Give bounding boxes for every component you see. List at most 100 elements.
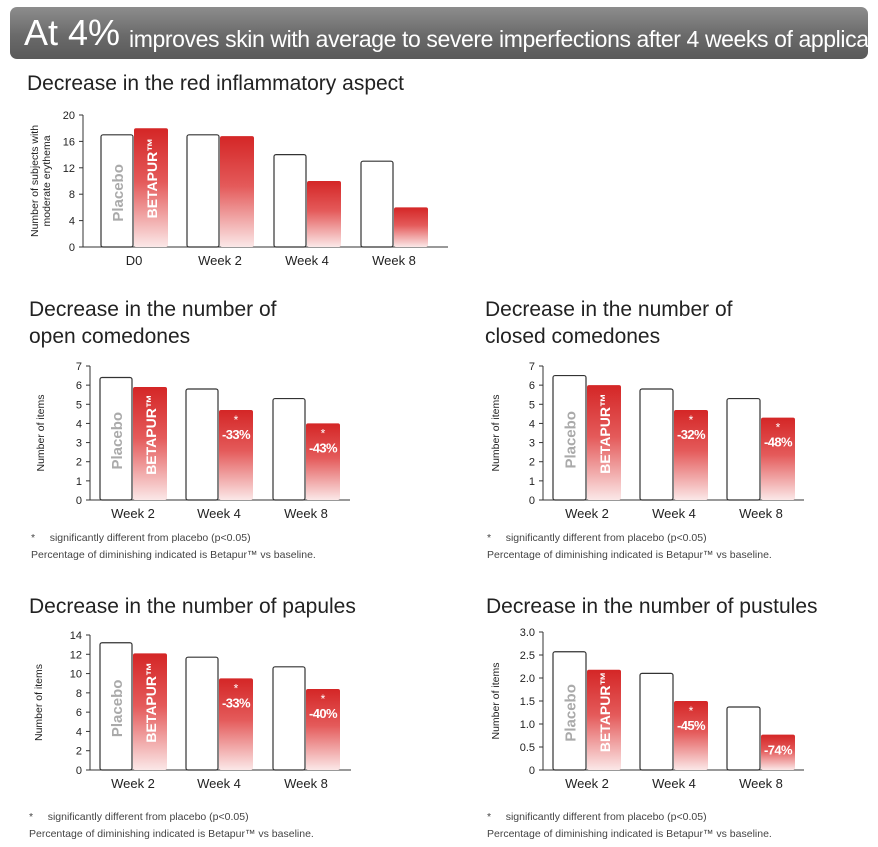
y-axis-label: Number of items xyxy=(490,394,502,471)
series-label-betapur: BETAPUR™ xyxy=(143,394,159,475)
y-tick-label: 8 xyxy=(69,189,75,201)
x-tick-label: Week 4 xyxy=(197,776,241,791)
header-banner: At 4% improves skin with average to seve… xyxy=(10,7,878,59)
x-tick-label: Week 8 xyxy=(284,506,328,521)
y-tick-label: 14 xyxy=(70,630,82,642)
footnote-significance: significantly different from placebo (p<… xyxy=(47,811,249,823)
x-tick-label: Week 2 xyxy=(198,253,242,268)
chart-title-closed-comedones: Decrease in the number of closed comedon… xyxy=(485,296,732,350)
y-tick-label: 2 xyxy=(76,746,82,758)
bar-betapur xyxy=(306,689,340,770)
footnote-percentage: Percentage of diminishing indicated is B… xyxy=(31,549,316,561)
title-line-2: closed comedones xyxy=(485,325,661,348)
footnote-significance: significantly different from placebo (p<… xyxy=(49,532,251,544)
footnote-star: * xyxy=(31,532,36,544)
y-tick-label: 2 xyxy=(529,457,535,469)
percent-change-label: -40% xyxy=(309,706,338,721)
y-tick-label: 7 xyxy=(76,361,82,373)
footnote-star: * xyxy=(29,811,34,823)
bar-placebo xyxy=(272,666,306,771)
y-tick-label: 3.0 xyxy=(520,627,535,639)
y-axis-label-line: moderate erythema xyxy=(41,135,53,226)
bar-placebo xyxy=(639,672,674,771)
x-tick-label: Week 4 xyxy=(197,506,241,521)
title-line-2: open comedones xyxy=(29,325,191,348)
footnote-significance-row: * significantly different from placebo (… xyxy=(31,530,316,547)
footnote-percentage: Percentage of diminishing indicated is B… xyxy=(29,828,314,840)
series-label-betapur: BETAPUR™ xyxy=(597,393,613,474)
y-tick-label: 0 xyxy=(529,765,535,777)
y-tick-label: 1.0 xyxy=(520,719,535,731)
y-tick-label: 6 xyxy=(529,380,535,392)
y-tick-label: 2.0 xyxy=(520,673,535,685)
series-label-betapur: BETAPUR™ xyxy=(143,662,159,743)
y-tick-label: 2.5 xyxy=(520,650,535,662)
title-line-1: Decrease in the number of xyxy=(485,298,733,321)
bar-placebo xyxy=(639,388,674,501)
series-label-betapur: BETAPUR™ xyxy=(144,138,160,219)
y-tick-label: 4 xyxy=(69,216,75,228)
percent-change-label: -32% xyxy=(677,427,706,442)
series-label-placebo: Placebo xyxy=(109,412,126,470)
series-label-placebo: Placebo xyxy=(109,680,126,738)
y-tick-label: 0 xyxy=(76,495,82,507)
bar-betapur xyxy=(587,385,621,500)
footnote-significance-row: * significantly different from placebo (… xyxy=(487,809,772,826)
footnote-significance-row: * significantly different from placebo (… xyxy=(487,530,772,547)
y-tick-label: 8 xyxy=(76,688,82,700)
y-tick-label: 0 xyxy=(69,242,75,254)
y-axis-label: Number of items xyxy=(33,664,45,741)
bar-placebo xyxy=(552,374,587,501)
bar-placebo xyxy=(185,388,219,501)
x-tick-label: Week 4 xyxy=(652,506,696,521)
bar-betapur xyxy=(133,387,167,500)
header-strength: At 4% xyxy=(24,12,121,53)
bar-placebo xyxy=(272,397,306,501)
chart-title-open-comedones: Decrease in the number of open comedones xyxy=(29,296,276,350)
x-tick-label: Week 2 xyxy=(111,776,155,791)
bar-betapur xyxy=(219,410,253,500)
y-tick-label: 6 xyxy=(76,380,82,392)
bar-placebo xyxy=(99,642,133,771)
footnote-papules: * significantly different from placebo (… xyxy=(29,809,314,843)
y-tick-label: 1 xyxy=(529,476,535,488)
footnote-open-comedones: * significantly different from placebo (… xyxy=(31,530,316,564)
bar-betapur xyxy=(219,678,253,770)
y-tick-label: 5 xyxy=(76,399,82,411)
chart-title-papules: Decrease in the number of papules xyxy=(29,595,356,618)
bar-betapur xyxy=(307,181,341,247)
bar-betapur xyxy=(133,653,167,770)
chart-title-pustules: Decrease in the number of pustules xyxy=(486,595,818,618)
bar-placebo xyxy=(100,134,134,248)
x-tick-label: Week 4 xyxy=(285,253,329,268)
title-line-1: Decrease in the number of xyxy=(29,298,277,321)
significance-star: * xyxy=(321,692,326,706)
x-tick-label: Week 2 xyxy=(111,506,155,521)
significance-star: * xyxy=(689,704,694,718)
percent-change-label: -45% xyxy=(677,718,706,733)
footnote-significance-row: * significantly different from placebo (… xyxy=(29,809,314,826)
bar-placebo xyxy=(726,397,761,501)
x-tick-label: Week 4 xyxy=(652,776,696,791)
footnote-pustules: * significantly different from placebo (… xyxy=(487,809,772,843)
x-tick-label: D0 xyxy=(126,253,143,268)
series-label-placebo: Placebo xyxy=(563,684,580,742)
bar-placebo xyxy=(273,154,307,248)
significance-star: * xyxy=(234,413,239,427)
bar-betapur xyxy=(220,136,254,247)
bar-betapur xyxy=(674,410,708,500)
y-axis-label: Number of items xyxy=(490,662,502,739)
y-axis-label: Number of subjects withmoderate erythema xyxy=(29,125,53,237)
x-tick-label: Week 8 xyxy=(739,506,783,521)
footnote-star: * xyxy=(487,811,492,823)
y-tick-label: 2 xyxy=(76,457,82,469)
footnote-significance: significantly different from placebo (p<… xyxy=(505,532,707,544)
y-tick-label: 7 xyxy=(529,361,535,373)
y-tick-label: 12 xyxy=(63,163,75,175)
y-tick-label: 5 xyxy=(529,399,535,411)
footnote-percentage: Percentage of diminishing indicated is B… xyxy=(487,549,772,561)
y-tick-label: 1 xyxy=(76,476,82,488)
